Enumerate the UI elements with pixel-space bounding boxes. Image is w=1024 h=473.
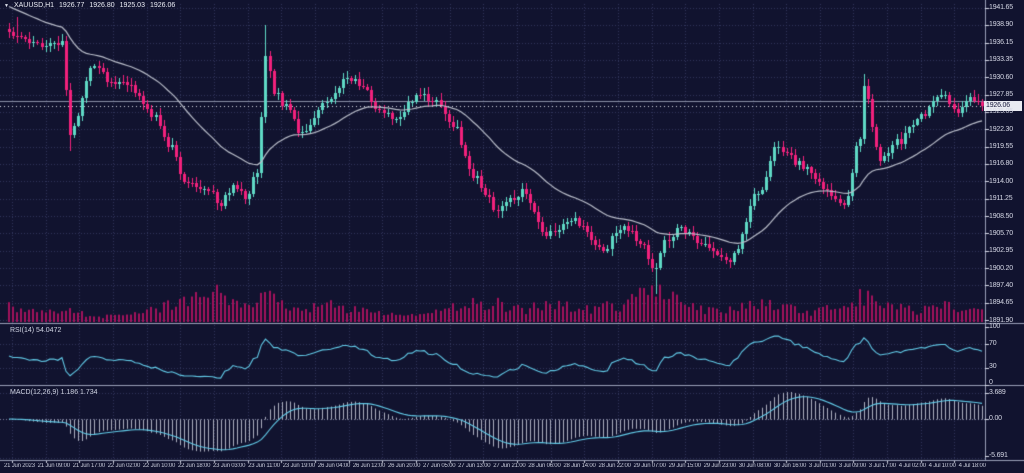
time-tick-label: 28 Jun 14:00	[563, 463, 596, 469]
time-tick-label: 3 Jul 09:00	[838, 463, 866, 469]
time-tick-label: 27 Jun 05:00	[423, 463, 456, 469]
rsi-scale-label: 30	[989, 363, 997, 370]
rsi-scale-label: 70	[989, 340, 997, 347]
time-tick-label: 22 Jun 10:00	[142, 463, 176, 469]
price-tick-label: 1936.15	[989, 38, 1013, 46]
rsi-scale-label: 0	[989, 379, 993, 386]
time-tick-label: 21 Jun 17:00	[72, 463, 105, 469]
price-tick-label: 1894.65	[989, 299, 1013, 307]
macd-indicator-label: MACD(12,26,9) 1.186 1.734	[10, 389, 98, 396]
time-tick-label: 4 Jul 18:00	[958, 463, 986, 469]
time-tick-label: 23 Jun 11:00	[248, 463, 280, 469]
rsi-indicator-label: RSI(14) 54.0472	[10, 327, 62, 334]
time-tick-label: 26 Jun 04:00	[317, 463, 351, 469]
price-tick-label: 1938.90	[989, 21, 1013, 29]
time-tick-label: 28 Jun 22:00	[598, 463, 631, 469]
price-tick-label: 1905.70	[989, 229, 1013, 237]
symbol-timeframe-label: XAUUSD,H1	[13, 2, 55, 9]
time-tick-label: 22 Jun 18:00	[177, 463, 211, 469]
time-tick-label: 26 Jun 20:00	[387, 463, 421, 469]
ohlc-low-value: 1925.03	[119, 2, 145, 9]
price-tick-label: 1922.30	[989, 125, 1013, 133]
price-tick-label: 1908.50	[989, 212, 1013, 220]
price-tick-label: 1902.95	[989, 247, 1013, 255]
price-tick-label: 1927.85	[989, 90, 1013, 98]
time-tick-label: 29 Jun 07:00	[633, 463, 666, 469]
time-tick-label: 3 Jul 01:00	[808, 463, 837, 469]
price-tick-label: 1914.00	[989, 177, 1013, 185]
time-tick-label: 23 Jun 19:00	[282, 463, 316, 469]
price-tick-label: 1933.35	[989, 56, 1013, 64]
time-tick-label: 4 Jul 10:00	[928, 463, 956, 469]
price-tick-label: 1919.55	[989, 143, 1013, 150]
time-tick-label: 28 Jun 06:00	[528, 463, 561, 469]
macd-scale-label: 0.00	[989, 415, 1002, 422]
price-tick-label: 1900.20	[989, 264, 1013, 272]
time-tick-label: 27 Jun 21:00	[493, 463, 526, 469]
macd-scale-label: -5.691	[989, 452, 1008, 459]
time-tick-label: 30 Jun 16:00	[773, 463, 807, 469]
time-tick-label: 4 Jul 02:00	[898, 463, 926, 469]
macd-scale-label: 3.689	[989, 389, 1006, 396]
time-tick-label: 21 Jun 2023	[4, 463, 35, 469]
time-tick-label: 3 Jul 17:00	[868, 463, 896, 469]
symbol-dropdown-icon[interactable]: ▼	[4, 2, 9, 9]
time-tick-label: 26 Jun 12:00	[352, 463, 386, 469]
time-tick-label: 22 Jun 02:00	[107, 463, 141, 469]
rsi-panel[interactable]: RSI(14) 54.0472	[0, 324, 985, 385]
time-tick-label: 29 Jun 15:00	[668, 463, 701, 469]
macd-panel[interactable]: MACD(12,26,9) 1.186 1.734	[0, 386, 985, 460]
chart-titlebar: ▼ XAUUSD,H1 1926.77 1926.80 1925.03 1926…	[4, 2, 175, 9]
time-tick-label: 21 Jun 09:00	[37, 463, 70, 469]
time-tick-label: 29 Jun 23:00	[703, 463, 736, 469]
price-tick-label: 1891.90	[989, 316, 1013, 324]
time-tick-label: 30 Jun 08:00	[738, 463, 772, 469]
price-tick-label: 1941.65	[989, 4, 1013, 11]
time-tick-label: 23 Jun 03:00	[213, 463, 246, 469]
time-axis[interactable]: 21 Jun 2023 21 Jun 09:00 21 Jun 17:00 22 Ju…	[4, 463, 986, 473]
price-tick-label: 1897.40	[989, 282, 1013, 289]
price-tick-label: 1911.25	[989, 195, 1013, 203]
time-tick-label: 27 Jun 13:00	[458, 463, 491, 469]
price-tick-label: 1930.60	[989, 73, 1013, 81]
price-tick-label: 1916.80	[989, 160, 1013, 168]
main-chart-panel[interactable]: ▼ XAUUSD,H1 1926.77 1926.80 1925.03 1926…	[0, 0, 1022, 323]
ohlc-close-value: 1926.06	[149, 2, 176, 9]
current-price-label: 1926.06	[984, 101, 1022, 111]
price-tick-label: 1925.05	[989, 108, 1013, 116]
price-axis[interactable]: 1941.65 1938.90 1936.15 1933.35 1930.60 1927.…	[989, 4, 1023, 324]
rsi-scale-label: 100	[989, 323, 1001, 330]
ohlc-open-value: 1926.77	[59, 2, 85, 9]
ohlc-high-value: 1926.80	[89, 2, 115, 9]
